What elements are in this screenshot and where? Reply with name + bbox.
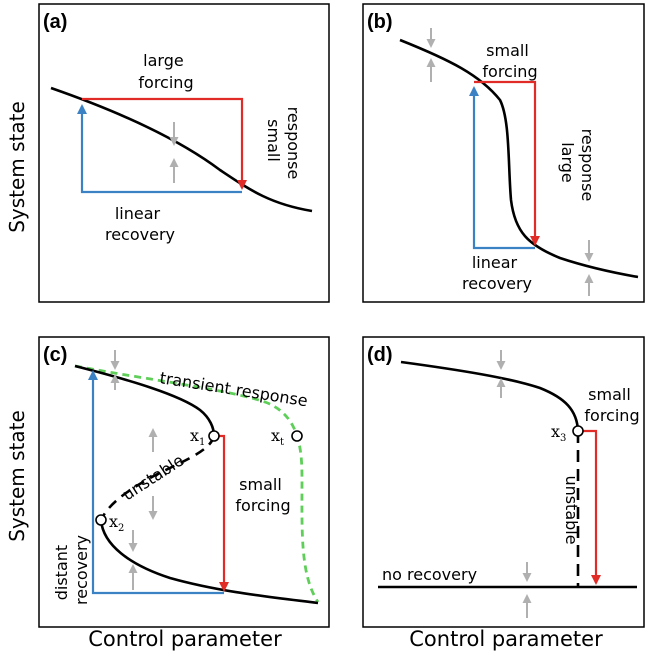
panel-d-label: (d): [367, 344, 393, 366]
panel-d-frame: [362, 336, 645, 628]
panel-a-frame: [38, 3, 330, 303]
y-axis-label-top: System state: [5, 101, 29, 233]
panel-d-forcing-arrow: [578, 429, 601, 585]
panel-d-upper-branch: [400, 360, 580, 432]
panel-c-xt-label: xt: [271, 426, 284, 448]
panel-c-transient-curve: [74, 364, 320, 603]
panel-c-forcing-arrow: [214, 434, 229, 592]
y-axis-label-bottom: System state: [5, 410, 29, 542]
panel-b-recovery-arrow: [469, 86, 535, 250]
panel-c-point-x1: [208, 430, 220, 442]
panel-d: (d) x3 small forcing unstable no recover…: [362, 336, 645, 628]
panel-c-transient-label: transient response: [158, 368, 309, 410]
panel-c-point-x2: [95, 514, 107, 526]
panel-c: (c) x1 xt x2 transient response unstable…: [38, 336, 330, 628]
panel-c-recovery-label: distant recovery: [52, 535, 91, 605]
panel-a: (a) large forcing small response linear …: [38, 3, 330, 303]
panel-a-equilibrium-curve: [50, 86, 313, 213]
panel-a-recovery-arrow: [77, 104, 242, 194]
panel-b: (b) small forcing large response linear …: [362, 3, 645, 303]
panel-d-forcing-label: small forcing: [584, 385, 639, 425]
panel-c-x1-label: x1: [190, 426, 205, 448]
panel-b-frame: [362, 3, 645, 303]
panel-d-x3-label: x3: [551, 422, 566, 444]
panel-a-forcing-label: large forcing: [138, 51, 193, 92]
panel-c-forcing-label: small forcing: [235, 475, 290, 515]
panel-c-point-xt: [291, 430, 303, 442]
panel-b-forcing-label: small forcing: [482, 41, 537, 81]
panel-c-unstable-branch: [99, 435, 216, 521]
panel-d-point-x3: [572, 425, 584, 437]
x-axis-label-left: Control parameter: [88, 627, 282, 651]
panel-a-response-label: small response: [264, 107, 303, 180]
x-axis-label-right: Control parameter: [409, 627, 603, 651]
panel-d-no-recovery-label: no recovery: [382, 565, 477, 584]
panel-c-label: (c): [43, 344, 67, 366]
panel-b-label: (b): [367, 11, 393, 33]
panel-a-forcing-arrow: [82, 97, 247, 190]
panel-c-x2-label: x2: [109, 512, 124, 534]
panel-c-lower-branch: [99, 519, 319, 605]
panel-b-recovery-label: linear recovery: [462, 253, 532, 293]
panel-c-recovery-arrow: [88, 370, 224, 595]
panel-b-response-label: large response: [558, 129, 597, 202]
panel-a-recovery-label: linear recovery: [105, 204, 175, 244]
panel-d-unstable-label: unstable: [562, 475, 581, 544]
panel-b-forcing-arrow: [474, 80, 540, 246]
panel-b-equilibrium-curve: [399, 38, 639, 279]
panel-c-frame: [38, 336, 330, 628]
panel-a-label: (a): [43, 11, 67, 33]
